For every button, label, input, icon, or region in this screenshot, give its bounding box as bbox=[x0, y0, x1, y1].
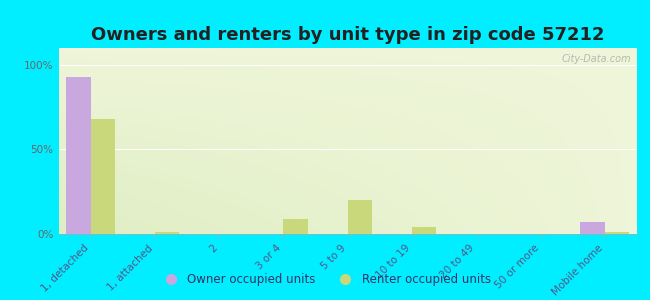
Legend: Owner occupied units, Renter occupied units: Owner occupied units, Renter occupied un… bbox=[154, 269, 496, 291]
Bar bbox=[66, 77, 90, 234]
Title: Owners and renters by unit type in zip code 57212: Owners and renters by unit type in zip c… bbox=[91, 26, 604, 44]
Bar bbox=[412, 227, 436, 234]
Bar bbox=[283, 219, 308, 234]
Text: City-Data.com: City-Data.com bbox=[562, 54, 631, 64]
Bar bbox=[155, 232, 179, 234]
Bar bbox=[90, 119, 115, 234]
Bar bbox=[580, 222, 605, 234]
Bar bbox=[348, 200, 372, 234]
Bar bbox=[605, 232, 629, 234]
